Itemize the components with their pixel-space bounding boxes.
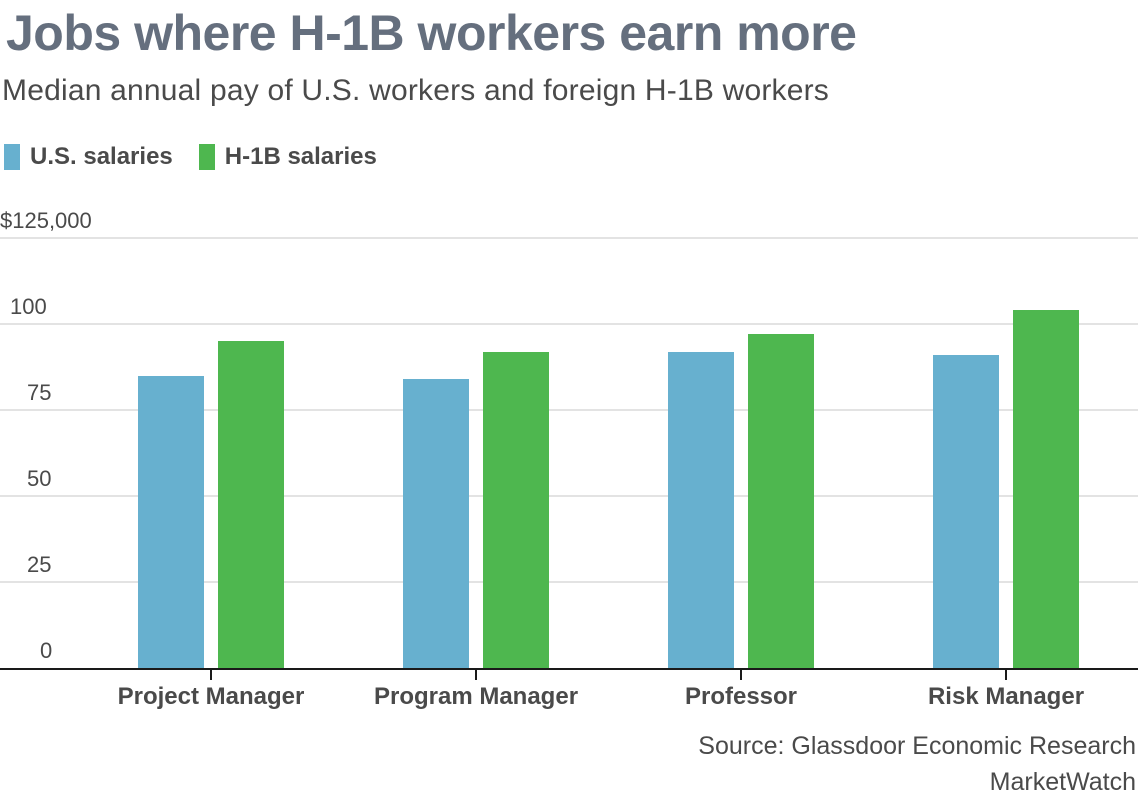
x-tick-label: Program Manager (373, 683, 579, 710)
x-tick-label: Risk Manager (927, 683, 1085, 710)
legend-item-us: U.S. salaries (4, 143, 173, 171)
x-tick-label: Professor (684, 683, 798, 710)
legend-label-us: U.S. salaries (30, 143, 173, 170)
legend-item-h1b: H-1B salaries (198, 143, 377, 171)
gridline (0, 495, 1138, 497)
bar-us (403, 379, 469, 668)
legend-label-h1b: H-1B salaries (224, 143, 377, 170)
x-tick (210, 670, 212, 680)
credit-text: MarketWatch (989, 768, 1136, 796)
y-tick-label: 100 (10, 294, 47, 319)
x-tick (1005, 670, 1007, 680)
x-axis (0, 668, 1138, 670)
bar-h1b (218, 341, 284, 668)
legend-swatch-us (4, 144, 20, 170)
bar-h1b (748, 334, 814, 668)
bar-us (933, 354, 999, 668)
legend: U.S. salaries H-1B salaries (4, 143, 403, 171)
x-tick (740, 670, 742, 680)
y-tick-label: 0 (40, 638, 53, 663)
gridline (0, 409, 1138, 411)
bar-h1b (1013, 310, 1079, 668)
y-tick-label: 25 (27, 552, 52, 577)
x-tick-label: Project Manager (117, 683, 305, 710)
gridline (0, 237, 1138, 239)
y-tick-label: 50 (27, 466, 52, 491)
y-tick-label: $125,000 (0, 208, 92, 233)
chart-subtitle: Median annual pay of U.S. workers and fo… (2, 74, 829, 107)
gridline (0, 581, 1138, 583)
gridline (0, 323, 1138, 325)
source-note: Source: Glassdoor Economic Research Mark… (698, 728, 1136, 800)
legend-swatch-h1b (198, 144, 215, 170)
x-tick (475, 670, 477, 680)
bar-us (668, 351, 734, 668)
bar-h1b (483, 351, 549, 668)
chart-title: Jobs where H-1B workers earn more (6, 5, 857, 61)
y-tick-label: 75 (27, 380, 52, 405)
bar-us (138, 375, 204, 668)
source-text: Source: Glassdoor Economic Research (698, 732, 1136, 760)
